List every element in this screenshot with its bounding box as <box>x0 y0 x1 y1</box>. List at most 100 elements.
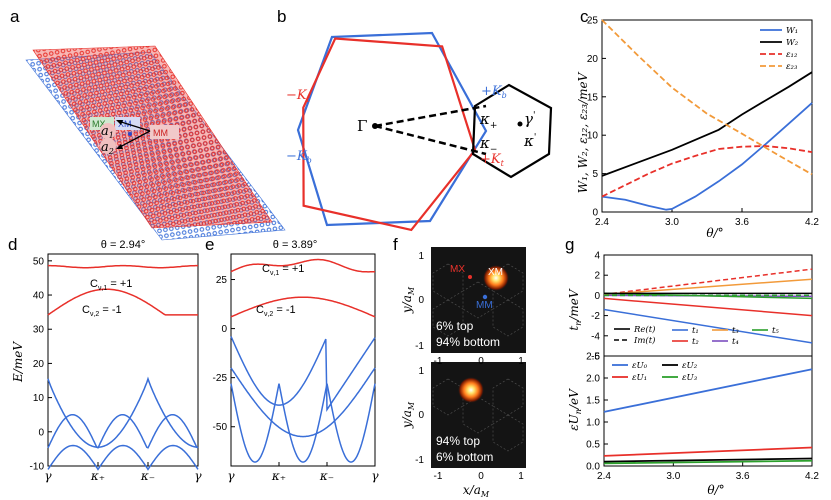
chart-c: 0 5 10 15 20 25 2.4 3.0 3.6 4.2 W₁ W₂ ε₁₂ ε₂₃ <box>587 16 820 229</box>
chart-g-bot-ytick-label: 0.5 <box>586 440 600 451</box>
xm-label: XM <box>118 119 132 129</box>
chart-d-xtick-label: κ₋ <box>140 469 155 483</box>
chart-g-bot-ytick-label: 0.0 <box>586 462 600 473</box>
top-layer-bz <box>302 37 477 232</box>
chart-c-xtick-label: 3.0 <box>665 217 679 228</box>
neg-kt-label: −Kt <box>286 88 311 104</box>
f-bot-xtick-m1: -1 <box>434 471 443 482</box>
chart-c-series-line <box>601 19 813 176</box>
chart-c-legend-label: W₂ <box>786 38 799 48</box>
a1-circle <box>100 123 116 139</box>
f-top-ytick-1: 1 <box>418 251 424 262</box>
f-bot-ytick-0: 0 <box>418 410 424 421</box>
chern-d-1: Cν,1 = +1 <box>90 278 132 292</box>
chart-g-top-legend-label: t₅ <box>772 326 779 336</box>
chart-d-band-blue-2 <box>47 413 199 449</box>
path-gamma-kplus <box>374 104 487 128</box>
chart-e-xtick-label: κ₊ <box>271 469 286 483</box>
f-top-ytick-m1: -1 <box>415 341 424 352</box>
kappa-prime-label: κ' <box>523 132 536 150</box>
chart-c-ytick-label: 25 <box>587 16 599 27</box>
f-bot-ytick-m1: -1 <box>415 455 424 466</box>
chart-d-ytick-label: 0 <box>38 427 44 438</box>
chart-g-top-ytick-label: -6 <box>591 352 600 363</box>
chart-e-ytick-label: -50 <box>213 422 228 433</box>
panel-b: b Γ κ+ κ− γ' κ' −Kt +Kb −Kb +Kt <box>277 7 553 232</box>
panel-d-title: θ = 2.94° <box>101 239 145 251</box>
chart-g-bot-ytick-label: 1.5 <box>586 396 600 407</box>
mm-marker <box>482 294 488 300</box>
chart-g-bot-legend-label: εU₁ <box>632 373 647 383</box>
chart-e-ytick-label: 0 <box>221 324 227 335</box>
chart-g-top-legend-label: Re(t) <box>633 324 655 335</box>
f-top-ylabel: y/aM <box>400 286 416 314</box>
g-xlabel: θ/° <box>707 483 724 497</box>
a1-vector-label: a1 <box>101 124 114 140</box>
chart-g-xtick-label: 3.6 <box>736 471 750 482</box>
a2-vector-label: a2 <box>101 140 114 156</box>
panel-b-label: b <box>277 7 286 26</box>
chart-g-top-series <box>603 308 813 344</box>
panel-f-label: f <box>393 235 398 254</box>
chart-c-legend-label: ε₂₃ <box>786 62 798 72</box>
chart-c-ylabel: W₁, W₂, ε₁₂, ε₂₃/meV <box>576 71 590 193</box>
chart-d-ytick-label: 20 <box>33 359 45 370</box>
chart-e-band-blue-3 <box>230 383 376 463</box>
chern-d-2: Cν,2 = -1 <box>82 304 122 318</box>
panel-f: f MX XM MM 6% top 94% bottom 94% top 6% … <box>393 235 526 499</box>
panel-d: d θ = 2.94° -10 0 10 20 30 40 50 γ κ₊ κ₋ γ E/meV C… <box>8 235 202 483</box>
f-top-xtick-0: 0 <box>478 356 484 367</box>
chart-d-frame <box>47 253 199 467</box>
chart-g-bot-ytick-label: 2.0 <box>586 374 600 385</box>
chart-c-ytick-label: 0 <box>592 208 598 219</box>
chart-d-band-red-1 <box>48 264 198 269</box>
panel-e-label: e <box>205 235 214 254</box>
chart-c-legend-label: ε₁₂ <box>786 50 798 60</box>
chart-g-xtick-label: 3.0 <box>666 471 680 482</box>
f-bot-xtick-0: 0 <box>478 471 484 482</box>
moire-bz <box>471 83 553 179</box>
chart-g-bot-legend-label: εU₂ <box>682 361 698 371</box>
chart-d-ytick-label: 10 <box>33 393 45 404</box>
chart-d: -10 0 10 20 30 40 50 γ κ₊ κ₋ γ <box>30 253 202 483</box>
panel-e-title: θ = 3.89° <box>273 239 317 251</box>
gamma-prime-label: γ' <box>524 110 535 128</box>
neg-kb-label: −Kb <box>286 149 312 165</box>
a2-circle <box>100 138 116 154</box>
chart-c-ytick-label: 5 <box>592 169 598 180</box>
chart-g-top-ytick-label: -2 <box>591 311 600 322</box>
top-map-line1: 6% top <box>436 319 474 333</box>
hex-grid-bottom <box>432 378 524 452</box>
chart-e-band-blue-2 <box>230 367 376 438</box>
chart-g-top-legend-label: t₄ <box>732 337 739 347</box>
chart-d-band-red-2 <box>47 288 198 316</box>
chart-e-xtick-label: κ₋ <box>319 469 334 483</box>
chart-e-band-red-1 <box>230 258 375 273</box>
chart-d-xtick-label: κ₊ <box>90 469 105 483</box>
chart-e-xtick-label: γ <box>371 469 379 483</box>
mx-label: MX <box>92 119 106 129</box>
pos-kb-label: +Kb <box>481 84 507 100</box>
chart-g-top-series <box>603 297 813 317</box>
chart-c-series-line <box>601 145 813 198</box>
chart-d-ylabel: E/meV <box>11 341 25 383</box>
chart-g-bot-series <box>603 457 813 463</box>
chart-d-band-blue-3 <box>47 444 199 471</box>
chart-c-xlabel: θ/° <box>706 226 723 240</box>
chart-e-frame <box>230 253 376 467</box>
chart-g-bot-series <box>603 459 813 465</box>
chern-e-2: Cν,2 = -1 <box>256 304 296 318</box>
chart-e-ytick-label: 25 <box>216 275 228 286</box>
kappa-minus-label: κ− <box>479 134 497 155</box>
chart-c-series-line <box>601 71 813 177</box>
chart-c-frame <box>601 19 813 213</box>
f-xlabel: x/aM <box>463 483 490 499</box>
g-top-ylabel: tn/meV <box>567 288 583 331</box>
chart-g-bot-ytick-label: 2.5 <box>586 352 600 363</box>
chart-e-ytick-label: -25 <box>213 373 228 384</box>
f-bot-ytick-1: 1 <box>418 366 424 377</box>
chart-g-top-legend-label: t₃ <box>732 326 739 336</box>
